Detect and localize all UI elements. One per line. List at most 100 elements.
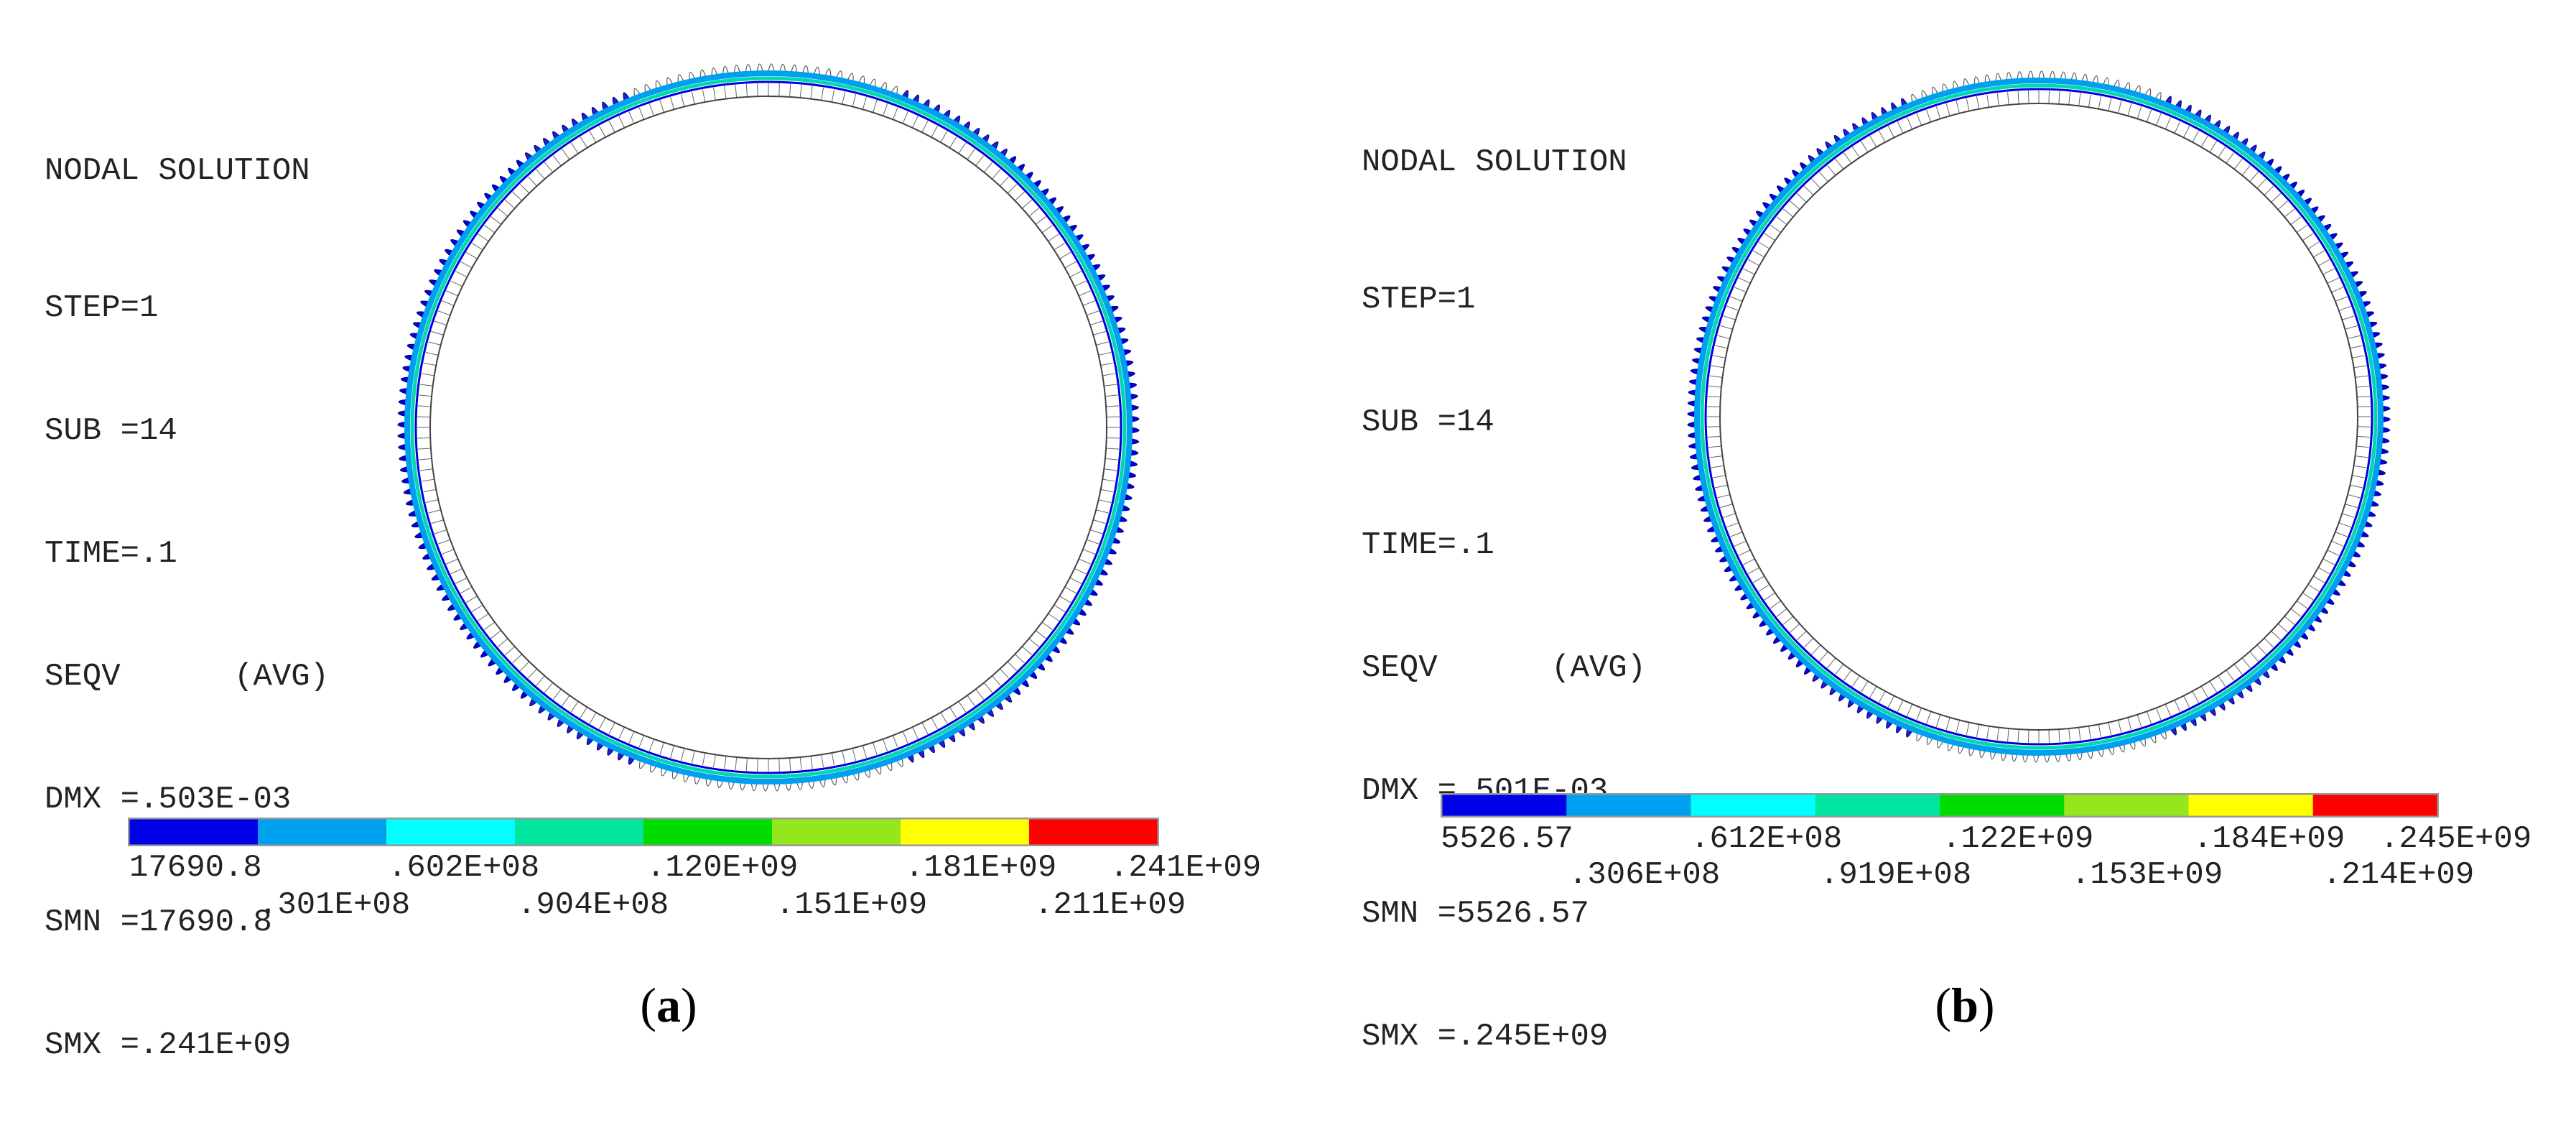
wall-hatch [1104, 384, 1117, 386]
wall-hatch [2352, 475, 2365, 478]
wall-hatch [431, 330, 444, 335]
wall-hatch [1758, 241, 1770, 249]
wall-hatch [527, 668, 537, 679]
wall-hatch [425, 499, 439, 503]
info-sub: SUB =14 [1362, 404, 1494, 440]
wall-hatch [2007, 728, 2009, 742]
wall-hatch [862, 745, 867, 759]
legend-swatch [643, 819, 773, 845]
wall-hatch [580, 706, 588, 718]
wall-hatch [1720, 325, 1733, 330]
info-title: NODAL SOLUTION [45, 153, 310, 189]
wall-hatch [2355, 375, 2368, 378]
wall-hatch [958, 701, 967, 713]
info-step: STEP=1 [45, 290, 159, 326]
wall-hatch [608, 120, 615, 133]
wall-hatch [778, 758, 780, 772]
wall-hatch [1878, 130, 1886, 143]
wall-hatch [1986, 726, 1990, 739]
wall-hatch [2127, 717, 2132, 731]
legend-label: .211E+09 [1034, 887, 1186, 923]
info-time: TIME=.1 [45, 536, 177, 572]
wall-hatch [1098, 352, 1112, 356]
wall-hatch [921, 722, 929, 735]
wall-hatch [465, 251, 478, 259]
wall-hatch [1782, 616, 1794, 625]
stress-band-inner [414, 80, 1122, 774]
wall-hatch [1976, 724, 1980, 738]
wall-hatch [1015, 654, 1025, 664]
wall-hatch [1747, 567, 1760, 575]
wall-hatch [1054, 604, 1066, 613]
wall-hatch [831, 752, 835, 766]
solution-info-a: NODAL SOLUTION STEP=1 SUB =14 TIME=.1 SE… [45, 69, 329, 1148]
wall-hatch [852, 748, 857, 762]
wall-hatch [1102, 478, 1116, 482]
wall-hatch [735, 85, 738, 98]
wall-hatch [1723, 315, 1736, 320]
wall-hatch [512, 191, 522, 201]
wall-hatch [2347, 494, 2361, 499]
wall-hatch [1770, 224, 1782, 233]
wall-hatch [2048, 729, 2050, 743]
wall-hatch [589, 712, 597, 724]
wall-hatch [423, 489, 437, 493]
wall-hatch [842, 91, 846, 105]
wall-hatch [2017, 91, 2019, 104]
wall-hatch [940, 712, 948, 724]
wall-hatch [1713, 475, 1726, 478]
wall-hatch [967, 695, 975, 706]
wall-hatch [2117, 720, 2122, 733]
wall-hatch [912, 726, 919, 739]
wall-hatch [1711, 365, 1724, 369]
wall-hatch [552, 155, 562, 167]
wall-hatch [1811, 644, 1821, 655]
wall-hatch [490, 216, 502, 225]
wall-hatch [2209, 680, 2217, 693]
legend-swatch [1815, 795, 1940, 816]
wall-hatch [2192, 690, 2200, 703]
wall-hatch [2338, 522, 2351, 528]
stress-band-middle [410, 76, 1127, 779]
wall-hatch [504, 646, 516, 656]
legend-label: .184E+09 [2193, 821, 2345, 857]
wall-hatch [2146, 711, 2152, 724]
wall-hatch [680, 93, 685, 107]
wall-hatch [598, 717, 606, 729]
wall-hatch [2098, 724, 2102, 738]
wall-hatch [2307, 241, 2320, 249]
wall-hatch [1738, 277, 1751, 284]
wall-hatch [810, 756, 813, 769]
wall-hatch [1966, 98, 1970, 111]
wall-hatch [504, 199, 516, 209]
wall-hatch [1707, 395, 1721, 398]
wall-hatch [2335, 296, 2348, 302]
info-smx: SMX =.241E+09 [45, 1027, 292, 1063]
solution-info-b: NODAL SOLUTION STEP=1 SUB =14 TIME=.1 SE… [1362, 60, 1646, 1139]
wall-hatch [2068, 91, 2070, 105]
wall-hatch [512, 654, 522, 664]
wall-hatch [2174, 700, 2181, 713]
wall-hatch [2007, 91, 2009, 105]
wall-hatch [2345, 504, 2358, 509]
wall-hatch [1105, 458, 1118, 460]
info-time: TIME=.1 [1362, 527, 1494, 563]
legend-label: .153E+09 [2071, 857, 2223, 893]
wall-hatch [1753, 575, 1765, 583]
wall-hatch [638, 107, 645, 120]
wall-hatch [2353, 465, 2367, 468]
stress-band-outer [404, 70, 1133, 784]
wall-hatch [1028, 208, 1040, 217]
wall-hatch [1104, 468, 1117, 471]
wall-hatch [2356, 385, 2369, 388]
wall-hatch [680, 748, 685, 762]
wall-hatch [1935, 714, 1941, 727]
panel-caption-b: (b) [1935, 978, 1995, 1032]
wall-hatch [778, 83, 780, 97]
wall-hatch [1707, 435, 1721, 438]
wall-hatch [702, 89, 706, 103]
info-smx: SMX =.245E+09 [1362, 1019, 1609, 1055]
wall-hatch [1086, 539, 1099, 545]
wall-hatch [2302, 592, 2314, 601]
wall-hatch [2290, 608, 2302, 617]
